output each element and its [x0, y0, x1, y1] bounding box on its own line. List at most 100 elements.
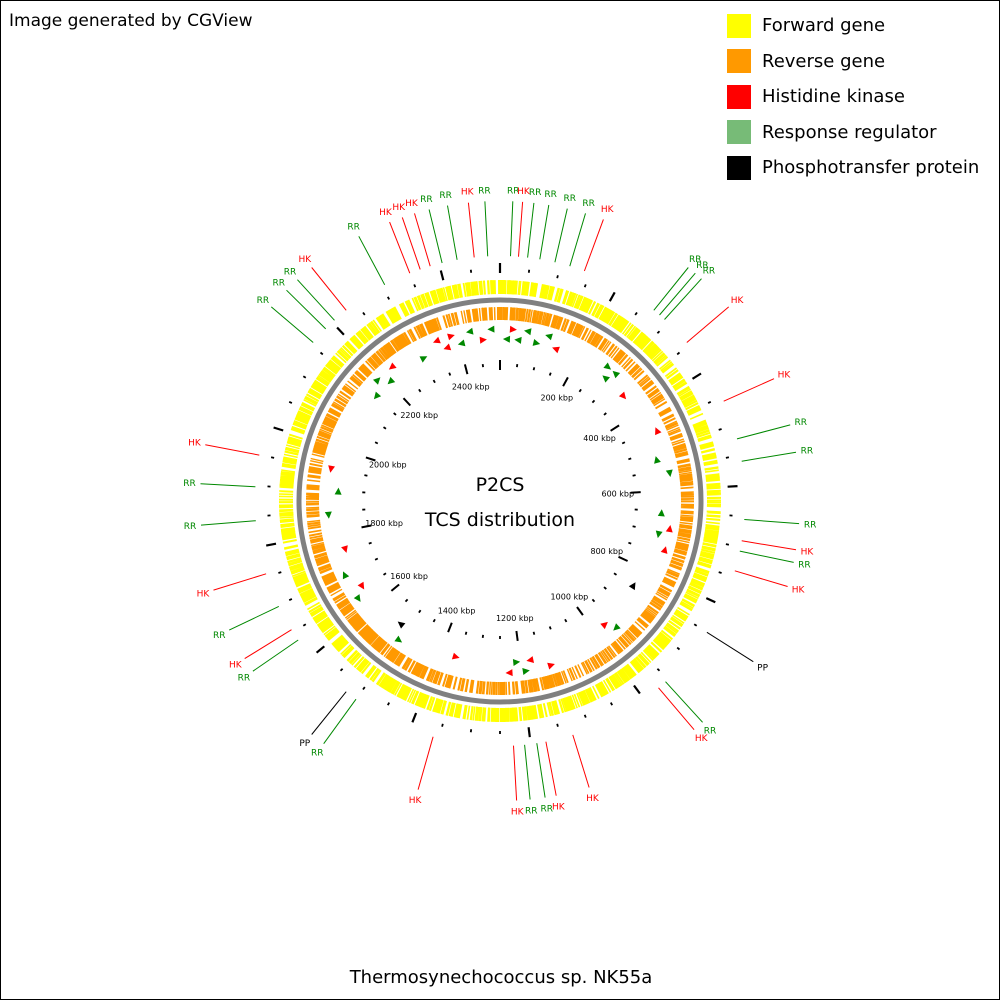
outer-scale-tick [725, 543, 730, 546]
inner-scale-tick [610, 424, 620, 432]
feature-callout-line [734, 570, 788, 587]
outer-scale-tick [634, 311, 638, 316]
feature-glyph-hk [451, 652, 460, 660]
feature-callout-line [389, 221, 411, 274]
feature-label-rr: RR [704, 726, 717, 736]
outer-scale-tick [556, 723, 559, 727]
outer-scale-tick [676, 351, 681, 356]
feature-callout-line [252, 639, 299, 672]
scale-label: 800 kbp [590, 547, 623, 556]
legend-swatch-response-regulator [727, 120, 751, 145]
feature-label-rr: RR [804, 520, 817, 530]
feature-glyph-pp [628, 582, 636, 591]
feature-callout-line [484, 201, 489, 257]
reverse-gene-track [305, 306, 695, 696]
feature-callout-line [467, 202, 475, 258]
feature-glyph-hk [552, 346, 560, 354]
feature-label-hk: HK [511, 808, 525, 818]
feature-callout-line [286, 289, 327, 330]
outer-scale-tick [387, 296, 390, 300]
feature-label-rr: RR [439, 191, 452, 201]
feature-callout-line [665, 681, 703, 723]
outer-scale-tick [583, 714, 587, 718]
feature-label-rr: RR [420, 195, 433, 205]
feature-glyph-hk [479, 336, 487, 344]
inner-scale-tick [432, 379, 436, 384]
feature-label-rr: RR [478, 186, 491, 196]
feature-label-rr: RR [347, 223, 360, 233]
feature-glyph-rr [654, 456, 661, 464]
feature-label-hk: HK [792, 586, 806, 596]
inner-scale-tick [515, 630, 519, 642]
feature-callout-line [311, 691, 347, 735]
feature-label-hk: HK [197, 589, 211, 599]
feature-label-hk: HK [801, 548, 815, 558]
inner-scale-tick [447, 622, 453, 633]
inner-scale-tick [361, 524, 372, 529]
outer-scale-tick [339, 668, 344, 672]
feature-label-rr: RR [540, 805, 553, 815]
outer-scale-tick [656, 330, 661, 334]
organism-name: Thermosynechococcus sp. NK55a [349, 967, 653, 988]
inner-scale-tick [603, 412, 607, 416]
inner-scale-tick [591, 598, 596, 603]
feature-glyph-hk [665, 525, 673, 533]
outer-scale-tick [691, 372, 702, 380]
feature-glyph-rr [524, 328, 532, 336]
feature-glyph-hk [357, 581, 365, 590]
feature-glyph-rr [603, 362, 612, 370]
inner-scale-tick [374, 441, 379, 445]
scale-label: 1200 kbp [496, 614, 534, 623]
feature-label-rr: RR [801, 446, 814, 456]
scale-label: 200 kbp [540, 394, 573, 403]
feature-label-hk: HK [552, 803, 566, 813]
feature-glyph-rr [655, 530, 663, 539]
outer-scale-tick [633, 684, 641, 695]
inner-scale-tick [564, 618, 568, 623]
feature-label-rr: RR [311, 749, 324, 759]
outer-scale-tick [610, 702, 613, 706]
legend: Forward gene Reverse gene Histidine kina… [727, 8, 979, 186]
scale-label: 2000 kbp [369, 461, 407, 470]
outer-scale-tick [527, 727, 531, 738]
scale-label: 400 kbp [583, 434, 616, 443]
outer-scale-tick [441, 723, 444, 727]
feature-label-hk: HK [731, 296, 745, 306]
feature-label-rr: RR [798, 561, 811, 571]
feature-callout-line [244, 629, 292, 660]
feature-glyph-hk [655, 427, 662, 436]
inner-scale-tick [383, 572, 387, 576]
inner-scale-tick [628, 541, 632, 545]
gene-tracks [278, 279, 722, 723]
outer-scale-tick [362, 686, 366, 691]
feature-callout-line [414, 213, 431, 267]
feature-callout-line [311, 267, 347, 311]
outer-scale-tick [705, 597, 716, 604]
outer-scale-tick [707, 400, 712, 404]
inner-scale-tick [463, 364, 469, 375]
forward-gene-track [278, 279, 722, 723]
feature-callout-line [741, 451, 797, 462]
inner-scale-tick [548, 372, 552, 376]
feature-callout-line [228, 605, 280, 631]
feature-glyph-hk [328, 465, 335, 473]
feature-callout-line [569, 213, 586, 267]
outer-scale-tick [693, 623, 698, 627]
feature-label-rr: RR [184, 522, 197, 532]
feature-glyph-hk [547, 662, 555, 670]
feature-label-rr: RR [284, 268, 297, 278]
outer-scale-tick [278, 571, 282, 574]
feature-callout-line [524, 744, 531, 800]
feature-label-rr: RR [183, 479, 196, 489]
feature-glyph-rr [522, 668, 530, 675]
outer-scale-tick [288, 400, 293, 404]
inner-scale-tick [532, 367, 536, 371]
feature-glyph-rr [602, 375, 610, 383]
feature-glyph-hk [505, 669, 513, 677]
inner-scale-tick [393, 412, 397, 416]
feature-callout-line [706, 631, 754, 663]
feature-glyph-hk [618, 391, 627, 400]
feature-callout-line [554, 208, 568, 263]
